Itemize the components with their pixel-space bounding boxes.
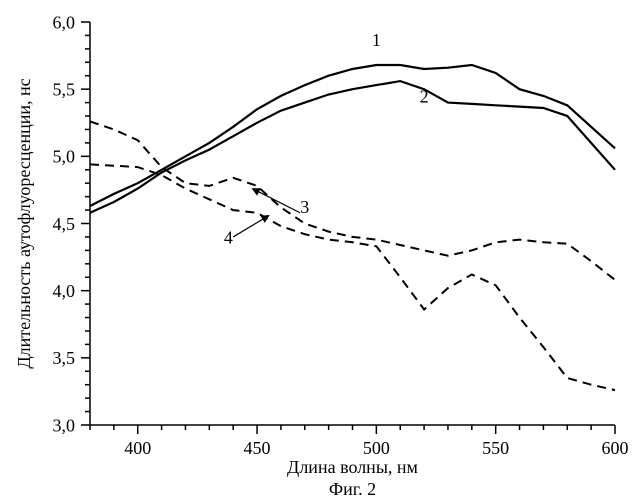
series-1 <box>90 65 615 206</box>
y-tick-label: 3,0 <box>53 415 76 435</box>
y-tick-label: 3,5 <box>53 348 76 368</box>
y-axis-title: Длительность аутофлуоресценции, нс <box>14 78 34 368</box>
figure-caption: Фиг. 2 <box>329 479 376 499</box>
line-chart: 400 450 500 550 600 3,0 3,5 4,0 4,5 5,0 5,5 6,0 Длин… <box>0 0 638 500</box>
series-label-4: 4 <box>224 228 233 248</box>
y-tick-label: 5,0 <box>53 147 76 167</box>
x-tick-label: 550 <box>482 438 509 458</box>
x-tick-label: 600 <box>602 438 629 458</box>
series-3 <box>90 121 615 280</box>
series-label-2: 2 <box>420 87 429 107</box>
series-label-1: 1 <box>372 30 381 50</box>
y-tick-label: 5,5 <box>53 79 76 99</box>
axis-frame <box>90 22 615 425</box>
series-2 <box>90 81 615 213</box>
series-4 <box>90 164 615 390</box>
series-arrow-4 <box>233 215 269 236</box>
x-tick-label: 450 <box>244 438 271 458</box>
series-arrow-3 <box>252 189 300 213</box>
x-tick-label: 500 <box>363 438 390 458</box>
y-tick-label: 4,0 <box>53 281 76 301</box>
x-tick-label: 400 <box>124 438 151 458</box>
y-tick-label: 6,0 <box>53 12 76 32</box>
y-tick-label: 4,5 <box>53 214 76 234</box>
x-axis-title: Длина волны, нм <box>287 457 418 477</box>
series-label-3: 3 <box>300 197 309 217</box>
